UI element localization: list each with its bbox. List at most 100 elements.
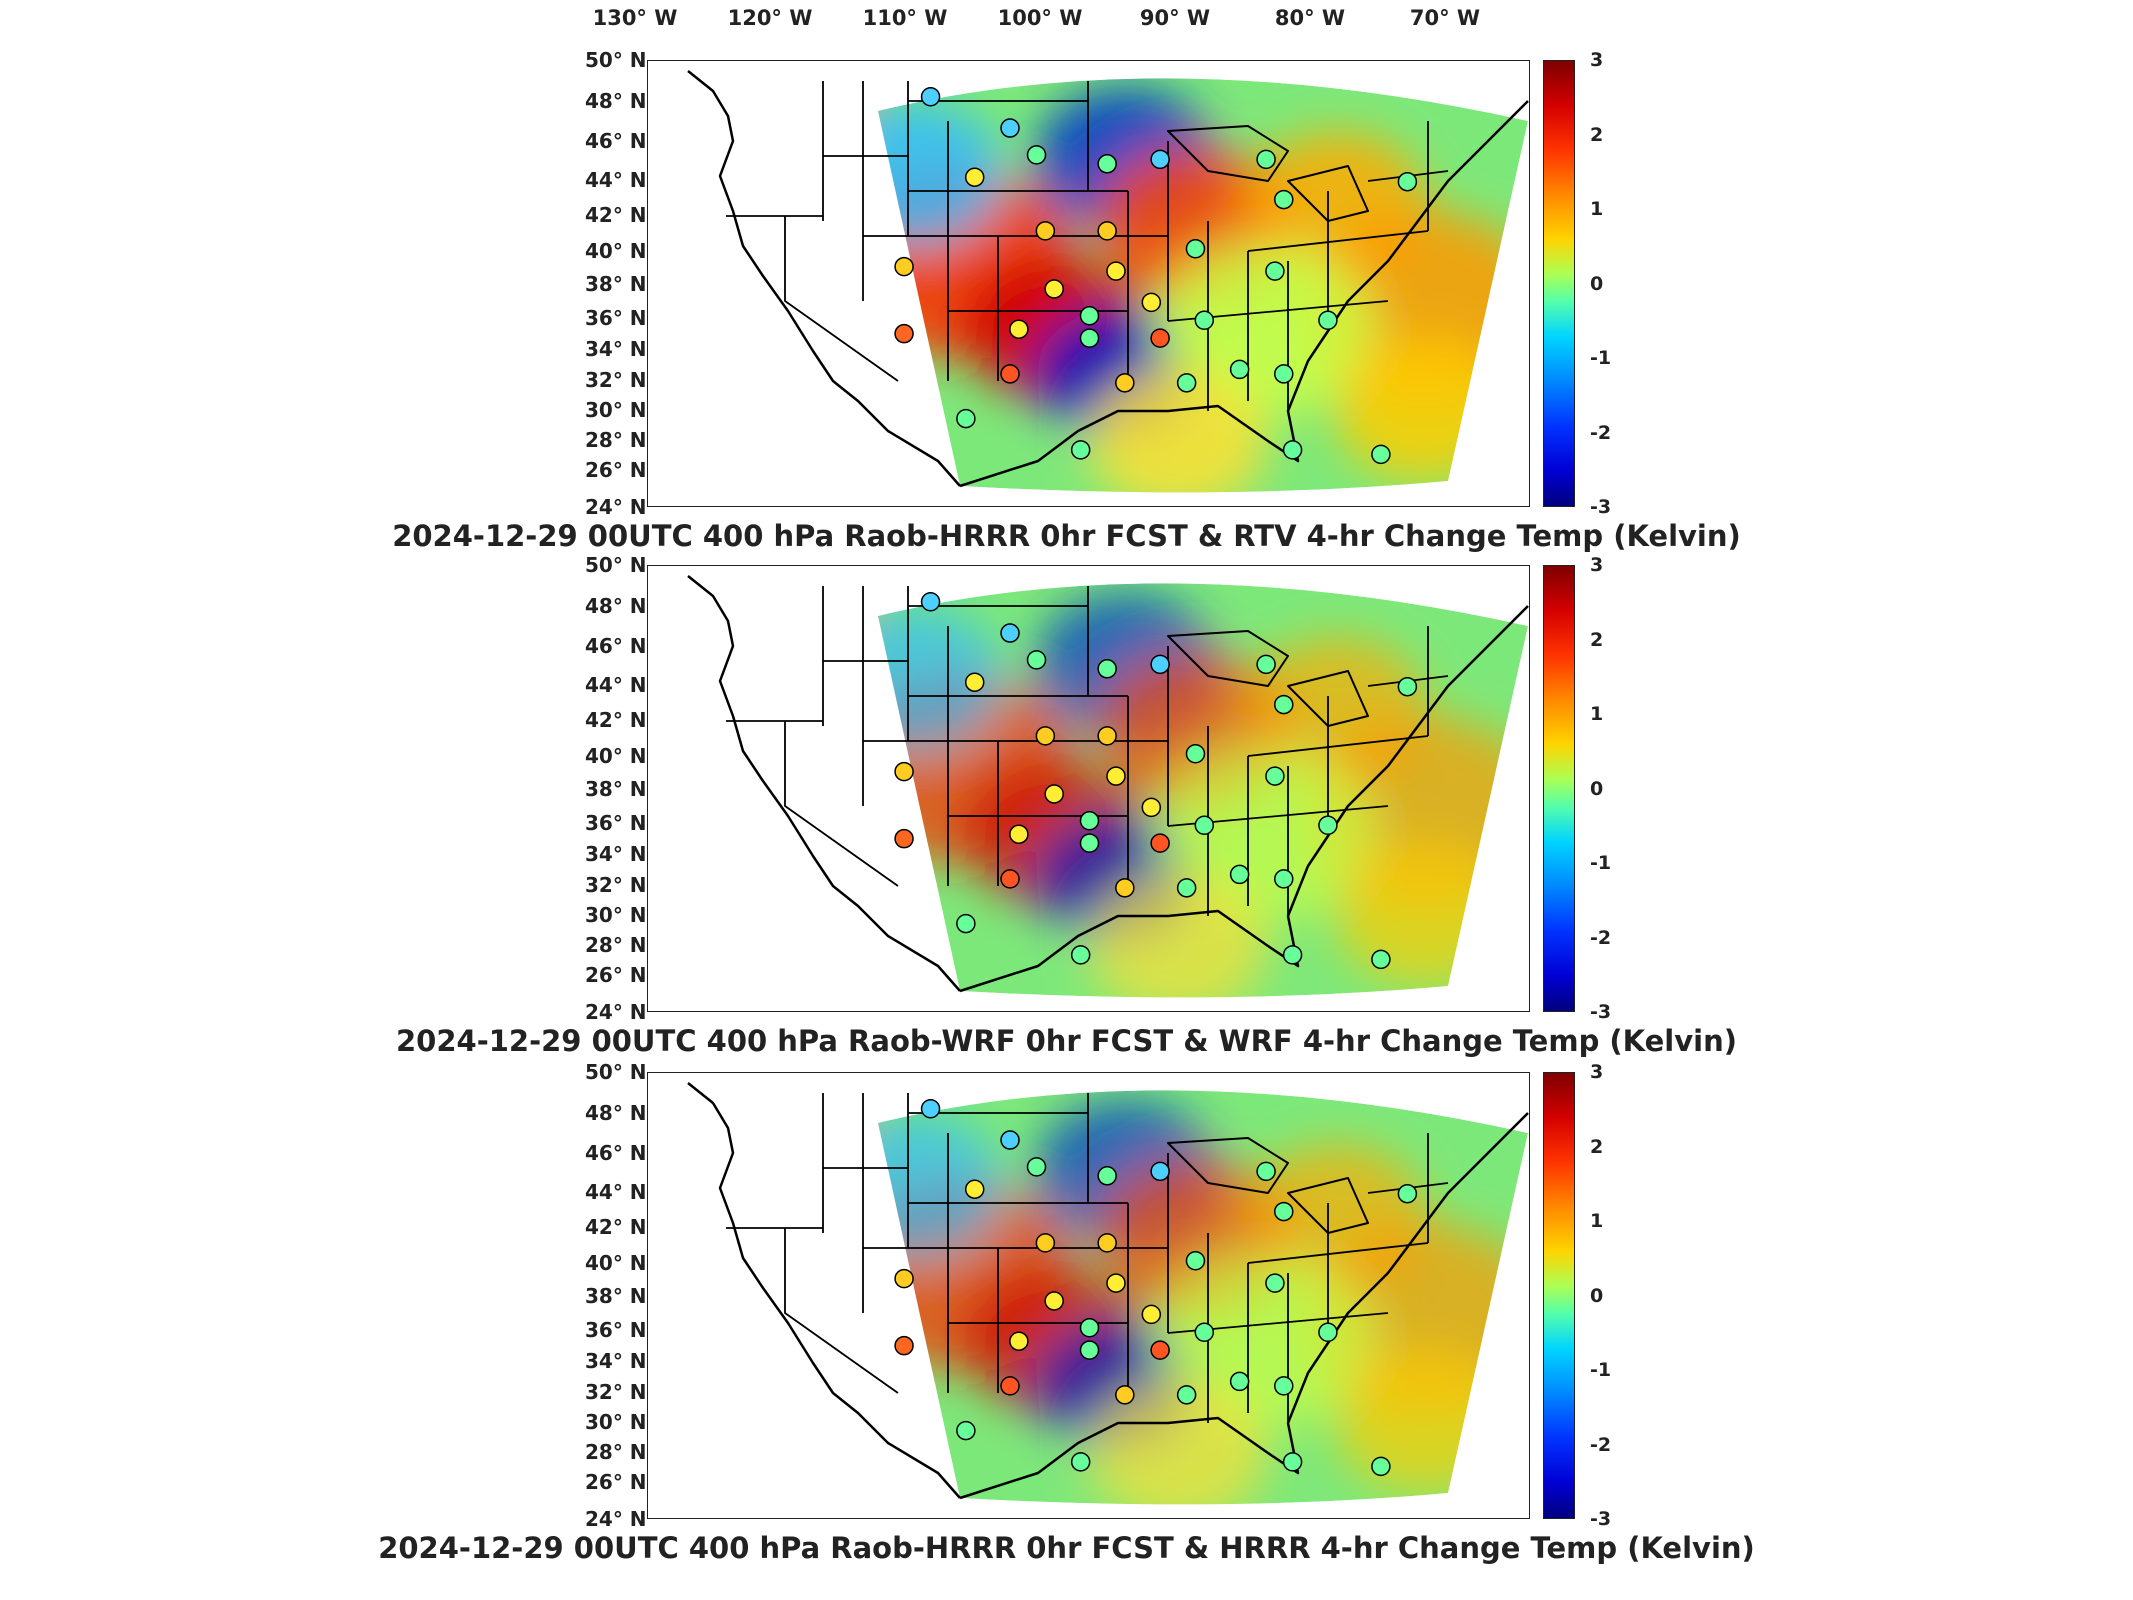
raob-station-marker: [1256, 149, 1276, 170]
raob-station-marker: [1009, 824, 1029, 844]
latitude-label: 28° N: [585, 933, 647, 957]
raob-station-marker: [1194, 310, 1215, 331]
colorbar: [1543, 60, 1575, 507]
raob-station-marker: [894, 828, 914, 849]
latitude-label: 40° N: [585, 744, 647, 768]
colorbar-tick-label: 1: [1590, 198, 1604, 220]
colorbar-tick-label: 0: [1590, 272, 1604, 295]
longitude-label: 100° W: [997, 6, 1083, 30]
great-lakes: [1167, 1137, 1369, 1234]
anomaly-region: [1335, 337, 1516, 482]
raob-station-marker: [920, 87, 941, 107]
raob-station-marker: [1141, 292, 1162, 313]
latitude-label: 44° N: [585, 1180, 647, 1204]
raob-station-marker: [1150, 328, 1170, 348]
raob-station-marker: [1035, 726, 1056, 746]
raob-station-marker: [894, 1335, 914, 1356]
map-frame: [647, 1072, 1530, 1519]
colorbar-tick-label: 1: [1590, 703, 1604, 725]
raob-station-marker: [1150, 149, 1170, 170]
raob-station-marker: [1141, 797, 1162, 818]
raob-station-marker: [964, 167, 985, 187]
raob-station-marker: [1035, 221, 1056, 241]
raob-station-marker: [1026, 1157, 1047, 1177]
panel-title: 2024-12-29 00UTC 400 hPa Raob-HRRR 0hr F…: [378, 1531, 1755, 1565]
colorbar-tick-label: 2: [1590, 1135, 1604, 1158]
latitude-label: 36° N: [585, 1318, 647, 1342]
raob-station-marker: [1097, 726, 1117, 746]
state-borders: [726, 81, 1449, 411]
raob-station-marker: [1106, 766, 1126, 786]
map-frame: [647, 60, 1530, 507]
raob-station-marker: [1000, 1376, 1020, 1396]
raob-station-marker: [1000, 1130, 1020, 1150]
raob-station-marker: [1185, 238, 1206, 259]
raob-station-marker: [920, 592, 941, 612]
longitude-label: 110° W: [862, 6, 948, 30]
raob-station-marker: [1026, 650, 1047, 670]
anomaly-region: [1087, 1380, 1268, 1505]
raob-station-marker: [964, 1179, 985, 1199]
latitude-label: 26° N: [585, 1470, 647, 1494]
temperature-field: [747, 576, 1528, 998]
raob-station-marker: [1079, 833, 1100, 853]
latitude-label: 48° N: [585, 1101, 647, 1125]
raob-station-marker: [1185, 743, 1206, 764]
raob-station-marker: [894, 761, 914, 782]
latitude-label: 30° N: [585, 903, 647, 927]
latitude-label: 30° N: [585, 398, 647, 422]
latitude-label: 50° N: [585, 48, 647, 72]
raob-station-marker: [894, 1268, 914, 1289]
latitude-label: 34° N: [585, 1349, 647, 1373]
anomaly-region: [747, 1083, 867, 1179]
latitude-label: 40° N: [585, 239, 647, 263]
raob-station-marker: [1070, 945, 1091, 965]
great-lakes: [1167, 125, 1369, 222]
raob-station-marker: [1397, 676, 1418, 697]
panel-title: 2024-12-29 00UTC 400 hPa Raob-HRRR 0hr F…: [392, 519, 1741, 553]
raob-station-marker: [1044, 784, 1064, 804]
anomaly-region: [878, 100, 1003, 245]
longitude-axis: 130° W 120° W 110° W 100° W 90° W 80° W 70° W: [0, 0, 2133, 40]
raob-station-marker: [1079, 306, 1100, 326]
longitude-label: 70° W: [1409, 6, 1481, 30]
raob-station-marker: [1274, 869, 1294, 889]
raob-station-marker: [1282, 1452, 1303, 1472]
colorbar-tick-label: -3: [1590, 1001, 1612, 1023]
anomaly-region: [1087, 873, 1268, 998]
anomaly-region: [1156, 241, 1377, 418]
raob-station-marker: [1397, 1183, 1418, 1204]
anomaly-region: [747, 71, 867, 167]
raob-station-marker: [1044, 279, 1064, 299]
raob-station-marker: [1274, 1376, 1294, 1396]
raob-station-marker: [1115, 373, 1135, 393]
colorbar-tick-label: 2: [1590, 628, 1604, 651]
raob-station-marker: [1282, 945, 1303, 965]
raob-station-marker: [1026, 145, 1047, 165]
raob-station-marker: [1097, 1233, 1117, 1253]
raob-station-marker: [1318, 310, 1338, 331]
colorbar-tick-label: 2: [1590, 123, 1604, 146]
raob-station-marker: [1274, 694, 1294, 715]
coastline: [959, 1112, 1529, 1500]
longitude-label: 130° W: [592, 6, 678, 30]
latitude-label: 48° N: [585, 89, 647, 113]
raob-station-marker: [1000, 623, 1020, 643]
raob-station-marker: [1035, 1233, 1056, 1253]
anomaly-region: [1156, 1253, 1377, 1430]
coastline: [959, 605, 1529, 993]
latitude-label: 30° N: [585, 1410, 647, 1434]
anomaly-region: [747, 576, 867, 672]
colorbar-tick-label: 3: [1590, 49, 1604, 71]
map-frame: [647, 565, 1530, 1012]
raob-station-marker: [1229, 864, 1250, 885]
raob-station-marker: [1150, 654, 1170, 675]
latitude-label: 38° N: [585, 272, 647, 296]
latitude-label: 24° N: [585, 495, 647, 519]
raob-station-marker: [1097, 221, 1117, 241]
raob-station-marker: [1079, 1340, 1100, 1360]
latitude-label: 32° N: [585, 1380, 647, 1404]
latitude-label: 26° N: [585, 458, 647, 482]
colorbar-tick-label: 3: [1590, 1061, 1604, 1083]
raob-station-marker: [1265, 1273, 1285, 1293]
